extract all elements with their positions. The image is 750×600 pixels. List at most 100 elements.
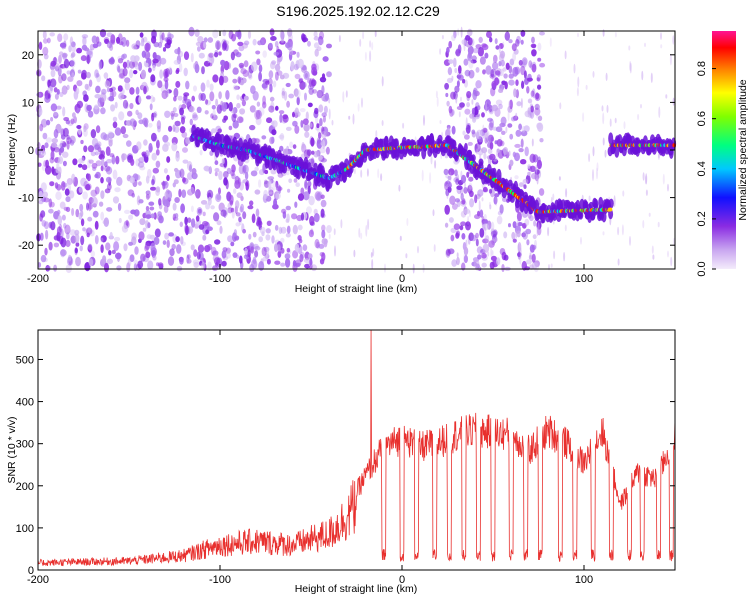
- noise-cell: [209, 91, 215, 102]
- noise-cell: [88, 202, 93, 210]
- noise-cell: [573, 63, 576, 74]
- noise-cell: [278, 110, 285, 115]
- noise-cell: [432, 209, 435, 217]
- noise-cell: [471, 107, 475, 115]
- noise-cell: [304, 251, 310, 261]
- noise-cell: [266, 258, 271, 265]
- noise-cell: [518, 59, 523, 66]
- noise-cell: [197, 36, 204, 44]
- noise-cell: [314, 238, 320, 249]
- noise-cell: [490, 221, 495, 232]
- noise-cell: [39, 232, 44, 241]
- noise-cell: [100, 211, 105, 221]
- noise-cell: [256, 101, 261, 107]
- noise-cell: [629, 235, 631, 246]
- noise-cell: [59, 146, 65, 153]
- noise-cell: [225, 252, 231, 259]
- noise-cell: [77, 158, 84, 164]
- noise-cell: [129, 87, 135, 95]
- noise-cell: [220, 209, 227, 217]
- noise-cell: [324, 92, 330, 102]
- noise-cell: [535, 164, 538, 173]
- colorbar-tick-label: 0.6: [696, 111, 708, 126]
- noise-cell: [175, 152, 180, 162]
- noise-cell: [234, 180, 241, 189]
- noise-cell: [182, 159, 189, 164]
- noise-cell: [106, 41, 113, 49]
- noise-cell: [255, 109, 262, 120]
- noise-cell: [88, 258, 94, 267]
- noise-cell: [174, 48, 181, 55]
- noise-cell: [201, 66, 205, 75]
- noise-cell: [114, 101, 118, 109]
- noise-cell: [148, 67, 152, 73]
- noise-cell: [274, 63, 281, 72]
- noise-cell: [517, 222, 523, 227]
- noise-cell: [491, 104, 499, 112]
- noise-cell: [645, 189, 648, 196]
- noise-cell: [303, 191, 310, 201]
- noise-cell: [249, 264, 255, 273]
- noise-cell: [266, 220, 272, 226]
- noise-cell: [487, 148, 493, 155]
- noise-cell: [479, 209, 484, 218]
- noise-cell: [321, 224, 326, 232]
- noise-cell: [642, 172, 645, 181]
- noise-cell: [61, 214, 66, 221]
- noise-cell: [295, 262, 301, 268]
- noise-cell: [191, 218, 196, 228]
- noise-cell: [203, 37, 208, 43]
- noise-cell: [104, 80, 111, 88]
- noise-cell: [80, 157, 85, 164]
- noise-cell: [377, 168, 380, 179]
- noise-cell: [644, 175, 647, 185]
- noise-cell: [211, 56, 214, 65]
- noise-cell: [122, 61, 128, 69]
- noise-cell: [509, 159, 514, 167]
- noise-cell: [122, 99, 129, 109]
- noise-cell: [469, 198, 475, 208]
- noise-cell: [314, 48, 319, 57]
- noise-cell: [463, 41, 466, 52]
- noise-cell: [147, 222, 151, 229]
- noise-cell: [213, 212, 220, 222]
- noise-cell: [249, 105, 256, 113]
- noise-cell: [65, 206, 71, 213]
- noise-cell: [102, 219, 109, 225]
- noise-cell: [276, 244, 281, 252]
- noise-cell: [444, 82, 449, 90]
- noise-cell: [628, 45, 631, 51]
- noise-cell: [155, 149, 160, 156]
- noise-cell: [214, 52, 219, 58]
- noise-cell: [66, 232, 70, 240]
- noise-cell: [464, 134, 470, 140]
- noise-cell: [494, 77, 500, 86]
- noise-cell: [161, 32, 165, 41]
- noise-cell: [94, 104, 99, 110]
- noise-cell: [318, 243, 325, 249]
- noise-cell: [121, 224, 129, 233]
- noise-cell: [291, 213, 298, 220]
- noise-cell: [434, 160, 437, 169]
- noise-cell: [74, 105, 78, 111]
- noise-cell: [498, 68, 504, 77]
- noise-cell: [496, 257, 501, 266]
- noise-cell: [280, 38, 285, 43]
- noise-cell: [71, 52, 76, 58]
- noise-cell: [269, 96, 275, 102]
- noise-cell: [301, 142, 305, 149]
- noise-cell: [187, 172, 193, 181]
- noise-cell: [42, 30, 47, 39]
- noise-cell: [361, 97, 363, 108]
- noise-cell: [321, 238, 328, 245]
- noise-cell: [254, 250, 259, 258]
- signal-cell: [225, 135, 231, 147]
- noise-cell: [443, 168, 449, 176]
- noise-cell: [70, 118, 75, 125]
- noise-cell: [502, 147, 509, 155]
- noise-cell: [423, 114, 425, 126]
- noise-cell: [451, 75, 454, 81]
- noise-cell: [451, 259, 458, 267]
- colorbar-ticks: 0.0 0.2 0.4 0.6 0.8: [696, 61, 716, 277]
- noise-cell: [169, 68, 173, 75]
